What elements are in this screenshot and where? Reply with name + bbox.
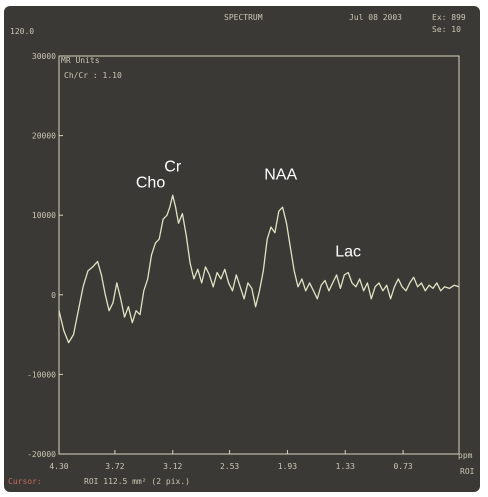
y-axis-ticks: 20000 10000 0 -10000 -20000 30000 bbox=[27, 52, 63, 459]
spectrum-trace bbox=[58, 194, 460, 344]
x-tick-label: 3.12 bbox=[163, 462, 182, 471]
roi-right-label: ROI bbox=[460, 467, 475, 476]
x-axis-ticks: 4.30 3.72 3.12 2.53 1.93 1.33 0.73 bbox=[49, 450, 413, 471]
peak-label: NAA bbox=[264, 166, 297, 183]
date-label: Jul 08 2003 bbox=[349, 13, 402, 22]
y-tick-label: 0 bbox=[51, 291, 56, 300]
se-label: Se: 10 bbox=[432, 25, 461, 34]
monitor-screen: 120.0 SPECTRUM Jul 08 2003 Ex: 899 Se: 1… bbox=[4, 6, 480, 492]
cursor-label: Cursor: bbox=[8, 477, 42, 486]
top-left-value: 120.0 bbox=[10, 27, 34, 36]
y-tick-label: -10000 bbox=[27, 370, 56, 379]
x-tick-label: 3.72 bbox=[105, 462, 124, 471]
peak-label: Cho bbox=[136, 174, 165, 191]
y-tick-label: 20000 bbox=[32, 132, 56, 141]
x-tick-label: 1.93 bbox=[278, 462, 297, 471]
peak-label: Lac bbox=[335, 244, 361, 261]
trace-layer bbox=[58, 194, 460, 344]
peak-label: Cr bbox=[164, 158, 182, 175]
y-tick-label: -20000 bbox=[27, 450, 56, 459]
ratio-label: Ch/Cr : 1.10 bbox=[64, 71, 122, 80]
y-tick-label: 30000 bbox=[32, 52, 56, 61]
x-tick-label: 1.33 bbox=[336, 462, 355, 471]
x-tick-label: 0.73 bbox=[393, 462, 412, 471]
spectrum-chart: 120.0 SPECTRUM Jul 08 2003 Ex: 899 Se: 1… bbox=[8, 13, 475, 486]
units-label: MR Units bbox=[61, 56, 100, 65]
ex-label: Ex: 899 bbox=[432, 13, 466, 22]
chart-title: SPECTRUM bbox=[224, 13, 263, 22]
plot-frame bbox=[58, 55, 460, 455]
ppm-label: ppm bbox=[458, 451, 473, 460]
x-tick-label: 4.30 bbox=[49, 462, 68, 471]
x-tick-label: 2.53 bbox=[220, 462, 239, 471]
y-tick-label: 10000 bbox=[32, 211, 56, 220]
roi-readout: ROI 112.5 mm² (2 pix.) bbox=[84, 477, 190, 486]
